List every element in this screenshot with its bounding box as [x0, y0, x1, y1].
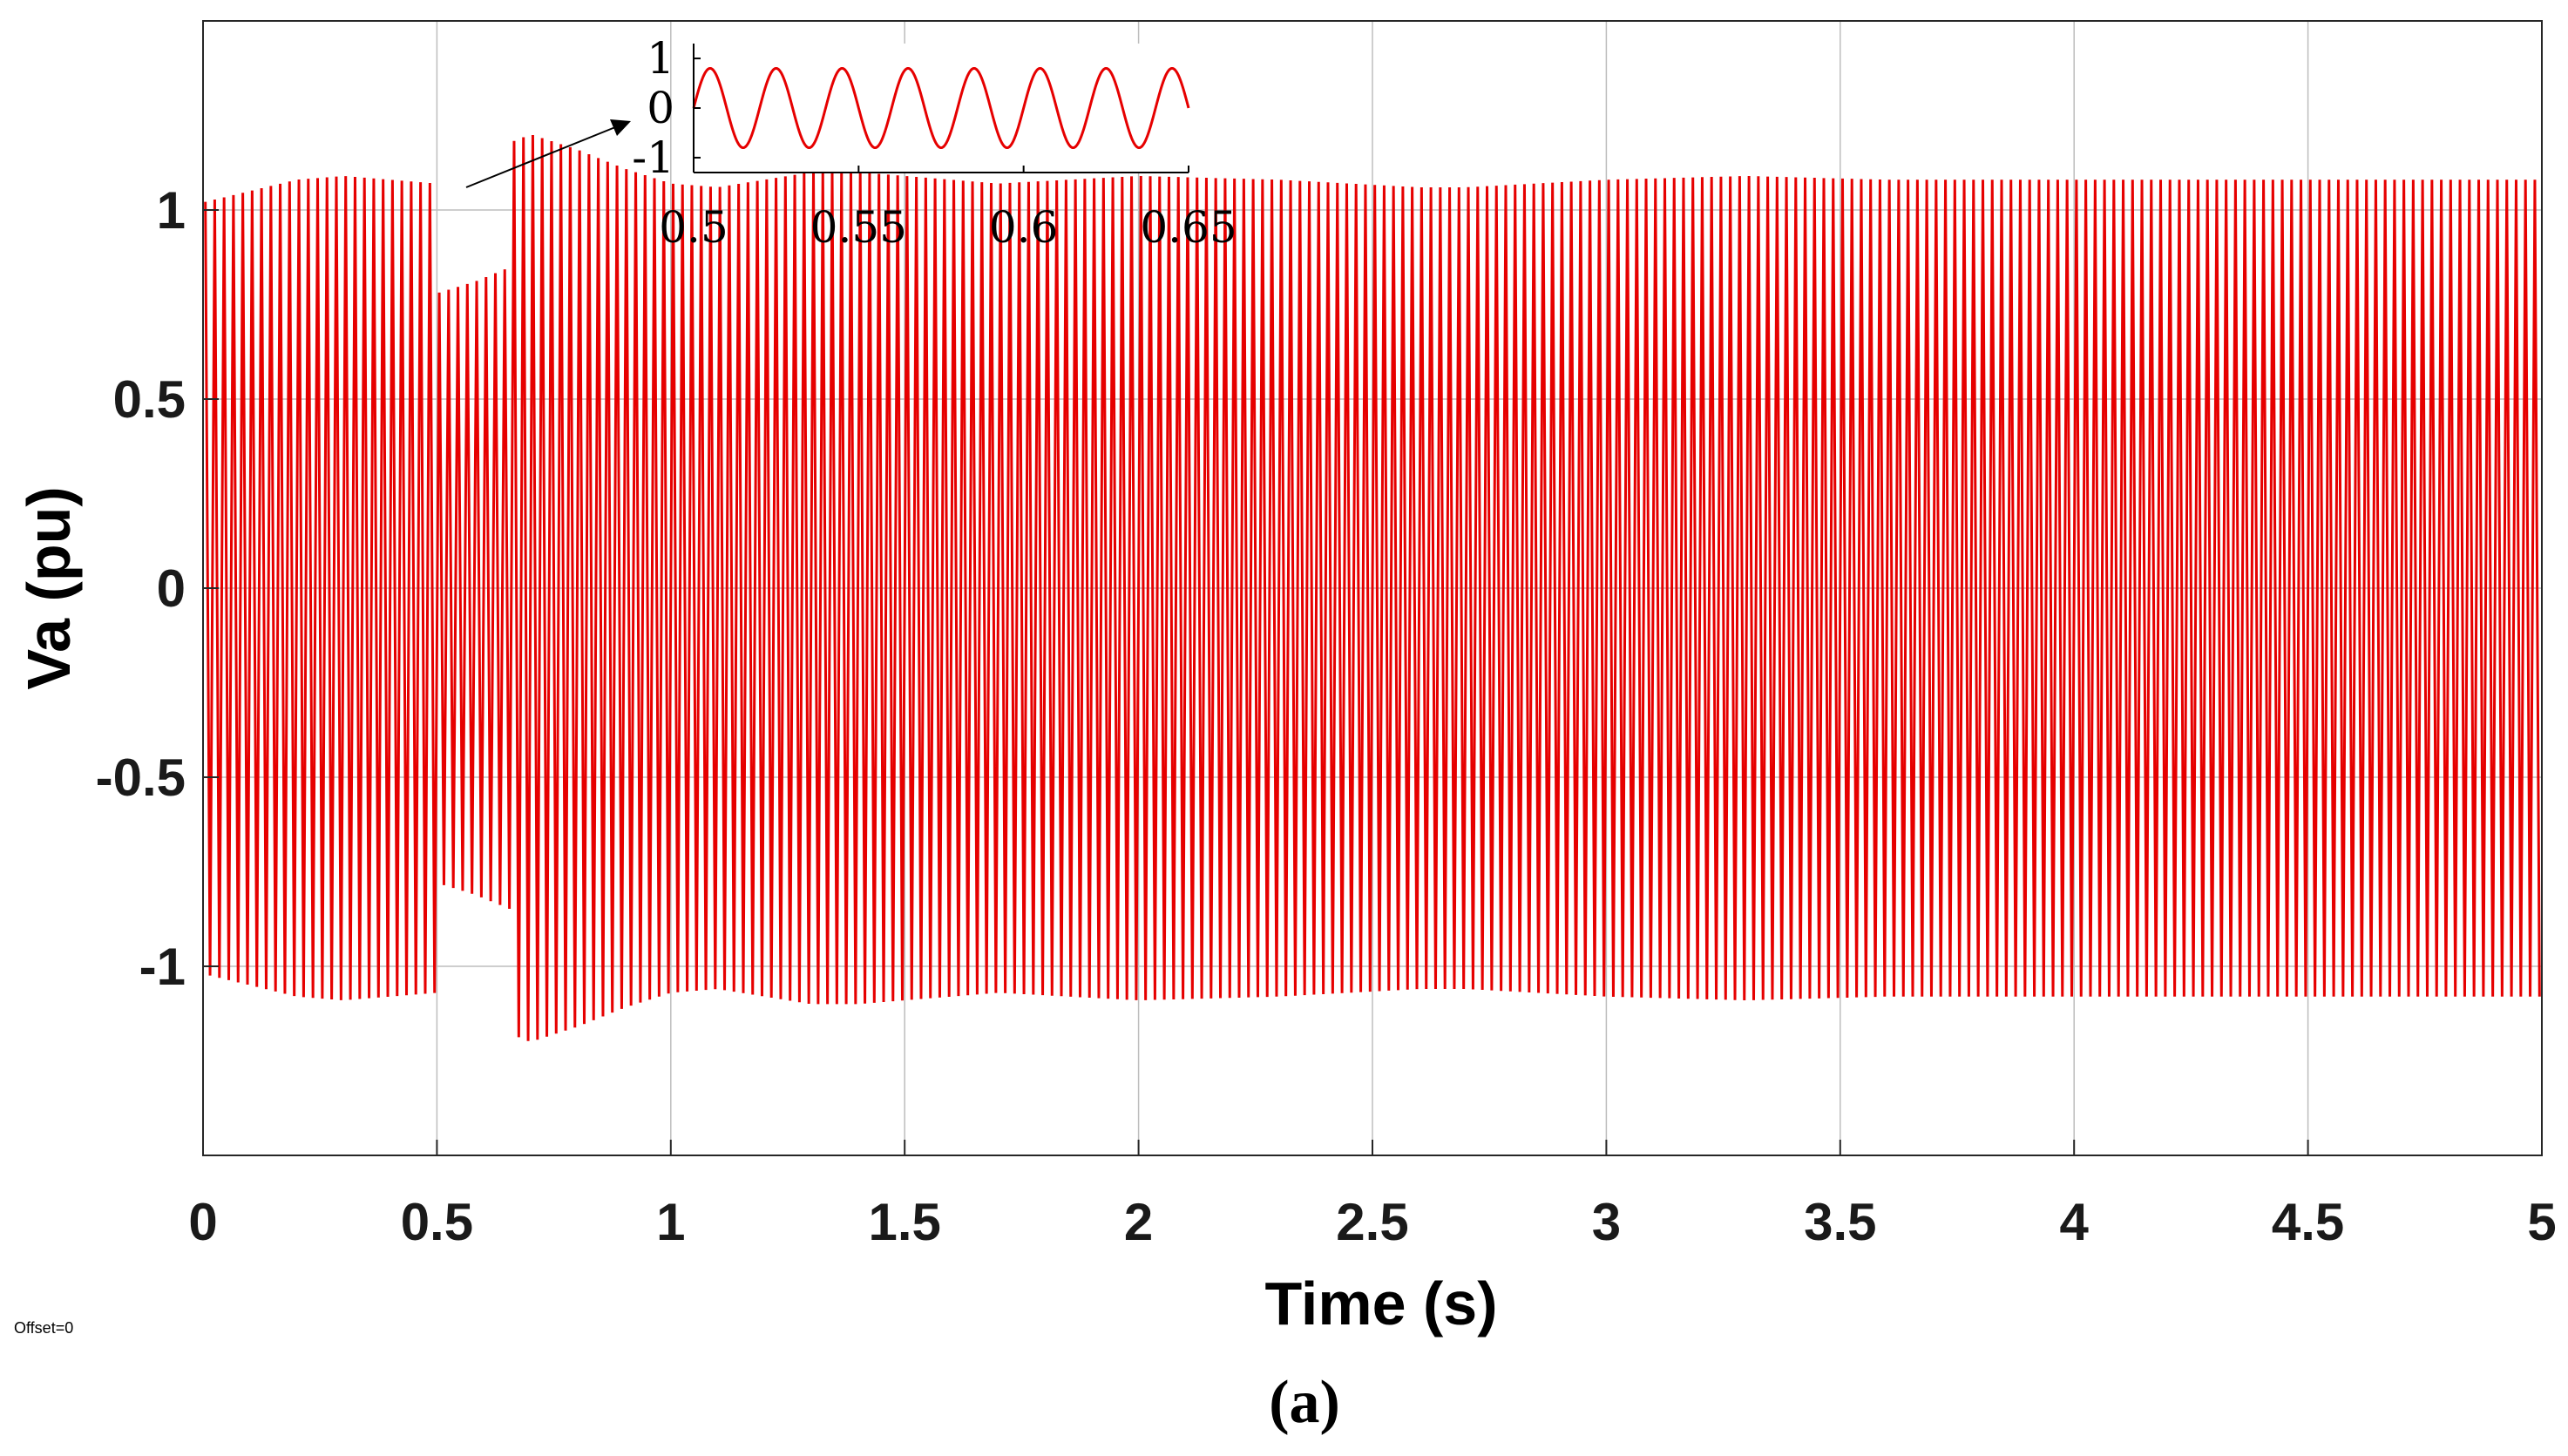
main-plot: 0 0.5 1 1.5 2 2.5 3 3.5 4 4.5 5 1 0.5 0 -0.5 -1 Time (… [15, 20, 2557, 1337]
x-tick-labels: 0 0.5 1 1.5 2 2.5 3 3.5 4 4.5 5 [188, 1193, 2556, 1251]
y-tick-label: -0.5 [96, 748, 186, 807]
y-tick-label: 1 [157, 181, 186, 240]
main-tick-marks [202, 209, 2543, 1155]
x-tick-label: 3.5 [1804, 1193, 1876, 1251]
x-tick-label: 2 [1124, 1193, 1153, 1251]
inset-x-tick-label: 0.55 [810, 202, 907, 253]
x-tick-label: 1 [656, 1193, 685, 1251]
offset-label: Offset=0 [14, 1319, 73, 1337]
inset-x-tick-label: 0.5 [659, 202, 728, 253]
inset-plot: 0.5 0.55 0.6 0.65 10-1 [632, 33, 1237, 253]
figure-caption: (a) [1269, 1369, 1340, 1436]
zoom-arrow-head [610, 119, 631, 136]
inset-x-tick-label: 0.6 [989, 202, 1059, 253]
inset-x-tick-label: 0.65 [1140, 202, 1237, 253]
x-tick-label: 4.5 [2272, 1193, 2344, 1251]
y-tick-label: 0 [157, 559, 186, 618]
x-tick-label: 2.5 [1336, 1193, 1408, 1251]
inset-y-tick-label: 0 [647, 83, 674, 133]
va-waveform-series [204, 135, 2541, 1041]
inset-tick-marks [693, 58, 1189, 173]
x-tick-label: 4 [2060, 1193, 2090, 1251]
inset-background [694, 44, 1189, 173]
x-tick-label: 1.5 [868, 1193, 940, 1251]
inset-waveform-series [692, 66, 1190, 150]
y-tick-labels: 1 0.5 0 -0.5 -1 [96, 181, 186, 996]
y-tick-label: 0.5 [113, 370, 186, 429]
x-tick-label: 5 [2527, 1193, 2556, 1251]
y-tick-label: -1 [139, 938, 186, 996]
x-axis-label: Time (s) [1264, 1270, 1497, 1337]
inset-x-tick-labels: 0.5 0.55 0.6 0.65 [659, 202, 1237, 253]
inset-y-tick-label: -1 [632, 132, 674, 183]
x-tick-label: 3 [1592, 1193, 1621, 1251]
inset-y-tick-label: 1 [647, 33, 674, 84]
x-tick-label: 0 [188, 1193, 217, 1251]
y-axis-label: Va (pu) [15, 486, 83, 689]
inset-y-tick-labels: 10-1 [632, 33, 674, 183]
zoom-arrow [465, 126, 616, 188]
x-tick-label: 0.5 [401, 1193, 473, 1251]
